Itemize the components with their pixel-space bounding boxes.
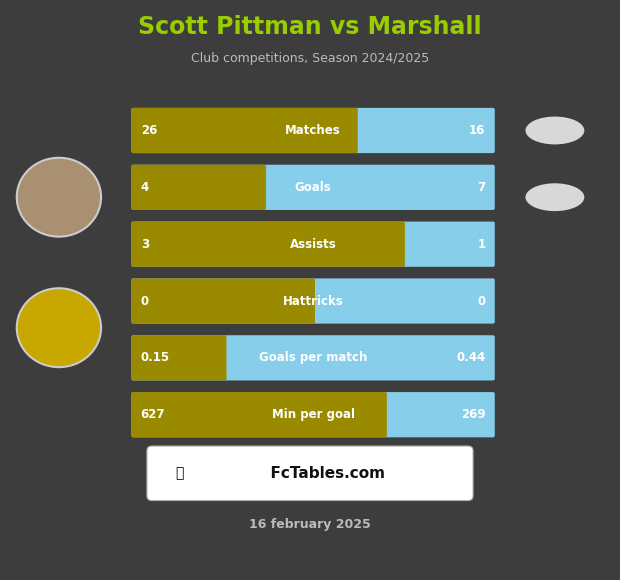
FancyBboxPatch shape <box>131 165 266 210</box>
Text: Matches: Matches <box>285 124 341 137</box>
FancyBboxPatch shape <box>131 108 358 153</box>
FancyBboxPatch shape <box>131 335 226 380</box>
Text: 16: 16 <box>469 124 485 137</box>
FancyBboxPatch shape <box>131 165 495 210</box>
FancyBboxPatch shape <box>131 222 405 267</box>
Text: Hattricks: Hattricks <box>283 295 343 307</box>
Text: 627: 627 <box>141 408 166 421</box>
FancyBboxPatch shape <box>131 222 495 267</box>
Text: Min per goal: Min per goal <box>272 408 355 421</box>
FancyBboxPatch shape <box>131 278 495 324</box>
Text: 0.15: 0.15 <box>141 351 170 364</box>
Text: 4: 4 <box>141 181 149 194</box>
Text: 📊: 📊 <box>175 466 184 480</box>
FancyBboxPatch shape <box>131 392 495 437</box>
Text: Goals per match: Goals per match <box>259 351 367 364</box>
Text: 269: 269 <box>461 408 485 421</box>
Circle shape <box>17 288 101 367</box>
Text: 0: 0 <box>477 295 485 307</box>
FancyBboxPatch shape <box>147 446 473 501</box>
Text: 26: 26 <box>141 124 157 137</box>
Text: 0.44: 0.44 <box>456 351 485 364</box>
Ellipse shape <box>525 183 584 211</box>
Text: FcTables.com: FcTables.com <box>260 466 385 481</box>
Circle shape <box>17 158 101 237</box>
Text: 0: 0 <box>141 295 149 307</box>
Text: 1: 1 <box>477 238 485 251</box>
FancyBboxPatch shape <box>131 108 495 153</box>
FancyBboxPatch shape <box>131 392 387 437</box>
Text: Goals: Goals <box>294 181 332 194</box>
FancyBboxPatch shape <box>131 335 495 380</box>
FancyBboxPatch shape <box>131 278 315 324</box>
Text: Assists: Assists <box>290 238 337 251</box>
Text: Scott Pittman vs Marshall: Scott Pittman vs Marshall <box>138 14 482 38</box>
Ellipse shape <box>525 117 584 144</box>
Text: Club competitions, Season 2024/2025: Club competitions, Season 2024/2025 <box>191 52 429 65</box>
Text: 16 february 2025: 16 february 2025 <box>249 519 371 531</box>
Text: 3: 3 <box>141 238 149 251</box>
Text: 7: 7 <box>477 181 485 194</box>
